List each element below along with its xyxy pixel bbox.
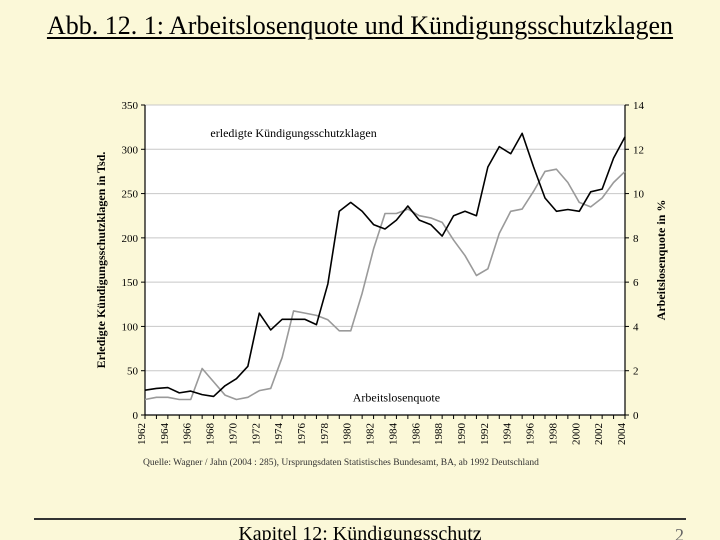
svg-text:1968: 1968	[205, 423, 217, 446]
svg-text:1998: 1998	[547, 423, 559, 446]
svg-text:1994: 1994	[502, 423, 514, 446]
svg-text:1986: 1986	[410, 423, 422, 446]
svg-text:1970: 1970	[227, 423, 239, 446]
svg-text:12: 12	[633, 144, 644, 156]
svg-text:50: 50	[127, 366, 139, 378]
svg-text:0: 0	[633, 410, 639, 422]
svg-text:1972: 1972	[250, 423, 262, 445]
svg-text:4: 4	[633, 321, 639, 333]
svg-text:1978: 1978	[319, 423, 331, 446]
svg-text:6: 6	[633, 277, 639, 289]
svg-text:Arbeitslosenquote in %: Arbeitslosenquote in %	[654, 200, 668, 321]
svg-text:2004: 2004	[616, 423, 628, 446]
svg-text:Quelle: Wagner / Jahn (2004 :: Quelle: Wagner / Jahn (2004 : 285), Ursp…	[143, 457, 539, 468]
slide-root: Abb. 12. 1: Arbeitslosenquote und Kündig…	[0, 0, 720, 540]
svg-text:1990: 1990	[456, 423, 468, 446]
chart-container: 0 50 100 150 200 250 300 350 0 2 4 6 8 10 12 14 1962 1964…	[90, 95, 673, 478]
svg-text:1974: 1974	[273, 423, 285, 446]
svg-text:10: 10	[633, 189, 645, 201]
svg-text:0: 0	[133, 410, 139, 422]
footer-rule-top	[34, 518, 686, 520]
svg-text:150: 150	[122, 277, 139, 289]
line-chart: 0 50 100 150 200 250 300 350 0 2 4 6 8 10 12 14 1962 1964…	[90, 95, 673, 473]
svg-text:1976: 1976	[296, 423, 308, 446]
svg-text:1966: 1966	[182, 423, 194, 446]
svg-text:200: 200	[122, 233, 139, 245]
footer-caption: Kapitel 12: Kündigungsschutz	[0, 523, 720, 540]
svg-text:Erledigte Kündigungsschutzklag: Erledigte Kündigungsschutzklagen in Tsd.	[94, 152, 108, 369]
svg-text:1992: 1992	[479, 423, 491, 445]
svg-text:300: 300	[122, 144, 139, 156]
svg-text:1980: 1980	[342, 423, 354, 446]
svg-text:1984: 1984	[387, 423, 399, 446]
slide-title: Abb. 12. 1: Arbeitslosenquote und Kündig…	[0, 0, 720, 43]
svg-text:350: 350	[122, 100, 139, 112]
svg-text:8: 8	[633, 233, 639, 245]
svg-text:1962: 1962	[136, 423, 148, 445]
svg-text:14: 14	[633, 100, 645, 112]
svg-text:1988: 1988	[433, 423, 445, 446]
page-number: 2	[675, 525, 684, 540]
svg-text:2002: 2002	[593, 423, 605, 445]
svg-text:1996: 1996	[525, 423, 537, 446]
svg-text:Arbeitslosenquote: Arbeitslosenquote	[353, 391, 440, 405]
svg-text:2000: 2000	[570, 423, 582, 446]
svg-text:250: 250	[122, 189, 139, 201]
svg-text:2: 2	[633, 366, 639, 378]
svg-text:100: 100	[122, 321, 139, 333]
svg-text:1982: 1982	[365, 423, 377, 445]
svg-text:erledigte Kündigungsschutzklag: erledigte Kündigungsschutzklagen	[210, 126, 376, 140]
svg-text:1964: 1964	[159, 423, 171, 446]
